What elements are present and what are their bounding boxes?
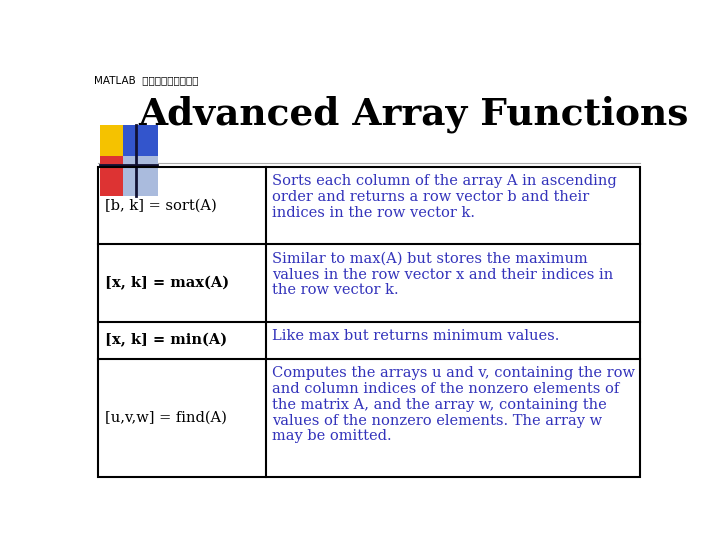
Bar	[124, 125, 158, 165]
Bar	[100, 125, 135, 165]
Text: Similar to max(A) but stores the maximum: Similar to max(A) but stores the maximum	[272, 252, 588, 266]
Text: Computes the arrays u and v, containing the row: Computes the arrays u and v, containing …	[272, 366, 636, 380]
Bar	[99, 167, 639, 477]
Text: [b, k] = sort(A): [b, k] = sort(A)	[105, 199, 217, 213]
Text: order and returns a row vector b and their: order and returns a row vector b and the…	[272, 190, 590, 204]
Text: Sorts each column of the array A in ascending: Sorts each column of the array A in asce…	[272, 174, 617, 188]
Text: values of the nonzero elements. The array w: values of the nonzero elements. The arra…	[272, 414, 603, 428]
Text: indices in the row vector k.: indices in the row vector k.	[272, 206, 475, 220]
Text: MATLAB  程式設計與工程應用: MATLAB 程式設計與工程應用	[94, 75, 199, 85]
Text: values in the row vector x and their indices in: values in the row vector x and their ind…	[272, 268, 613, 281]
Text: the row vector k.: the row vector k.	[272, 284, 399, 298]
Text: [x, k] = max(A): [x, k] = max(A)	[105, 276, 229, 290]
Text: [u,v,w] = find(A): [u,v,w] = find(A)	[105, 411, 227, 425]
Text: and column indices of the nonzero elements of: and column indices of the nonzero elemen…	[272, 382, 620, 396]
Text: may be omitted.: may be omitted.	[272, 429, 392, 443]
Text: [x, k] = min(A): [x, k] = min(A)	[105, 333, 228, 347]
Bar	[124, 156, 158, 196]
Text: Like max but returns minimum values.: Like max but returns minimum values.	[272, 329, 560, 343]
Bar	[100, 156, 135, 196]
Text: the matrix A, and the array w, containing the: the matrix A, and the array w, containin…	[272, 398, 607, 412]
Text: Advanced Array Functions: Advanced Array Functions	[138, 96, 689, 133]
